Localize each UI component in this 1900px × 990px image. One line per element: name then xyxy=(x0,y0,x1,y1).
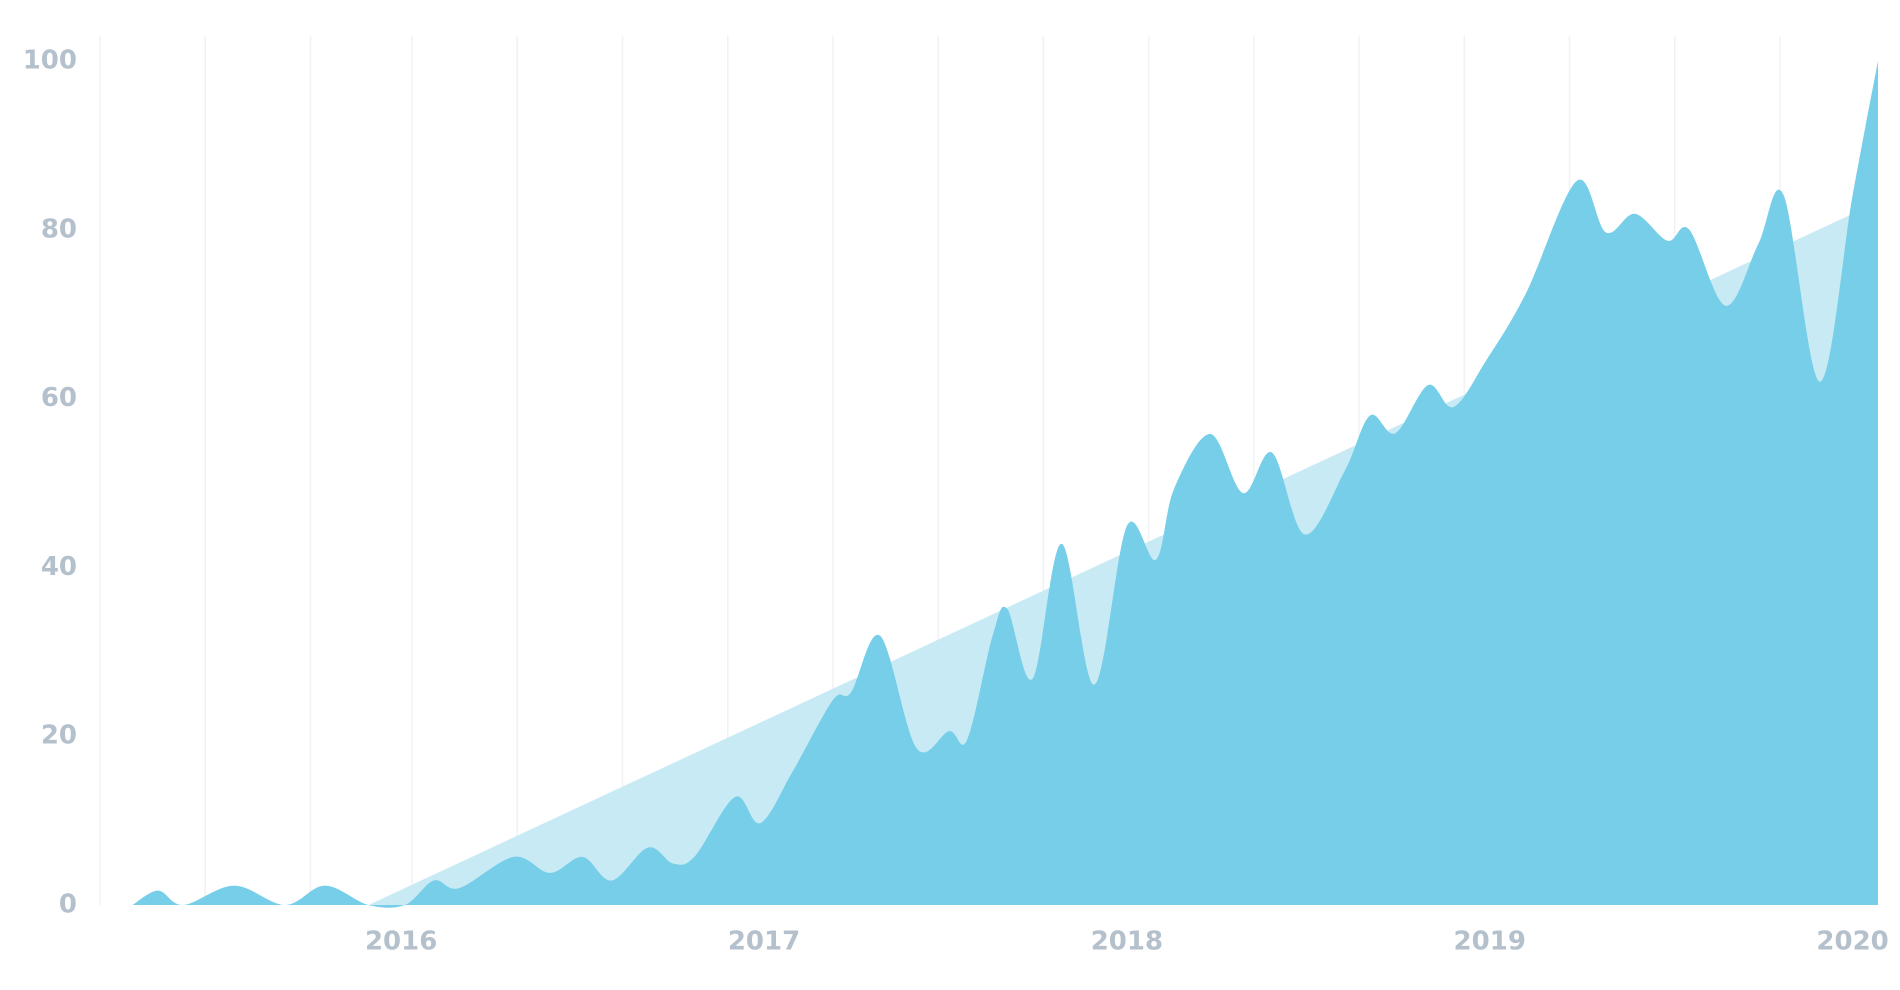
y-tick-label: 0 xyxy=(59,890,77,920)
x-tick-label: 2017 xyxy=(728,927,800,957)
y-tick-label: 80 xyxy=(41,214,77,244)
x-tick-label: 2019 xyxy=(1454,927,1526,957)
y-tick-label: 40 xyxy=(41,552,77,582)
area xyxy=(132,61,1879,908)
x-tick-label: 2020 xyxy=(1816,927,1888,957)
y-tick-label: 60 xyxy=(41,383,77,413)
x-tick-label: 2016 xyxy=(365,927,437,957)
x-tick-label: 2018 xyxy=(1091,927,1163,957)
y-tick-label: 100 xyxy=(23,46,77,76)
y-tick-label: 20 xyxy=(41,721,77,751)
